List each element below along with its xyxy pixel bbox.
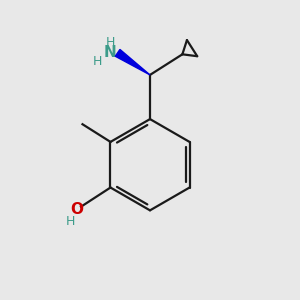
Text: H: H — [92, 55, 102, 68]
Text: H: H — [106, 36, 115, 49]
Text: H: H — [66, 215, 75, 229]
Polygon shape — [115, 50, 150, 75]
Text: N: N — [104, 45, 117, 60]
Text: O: O — [70, 202, 83, 217]
